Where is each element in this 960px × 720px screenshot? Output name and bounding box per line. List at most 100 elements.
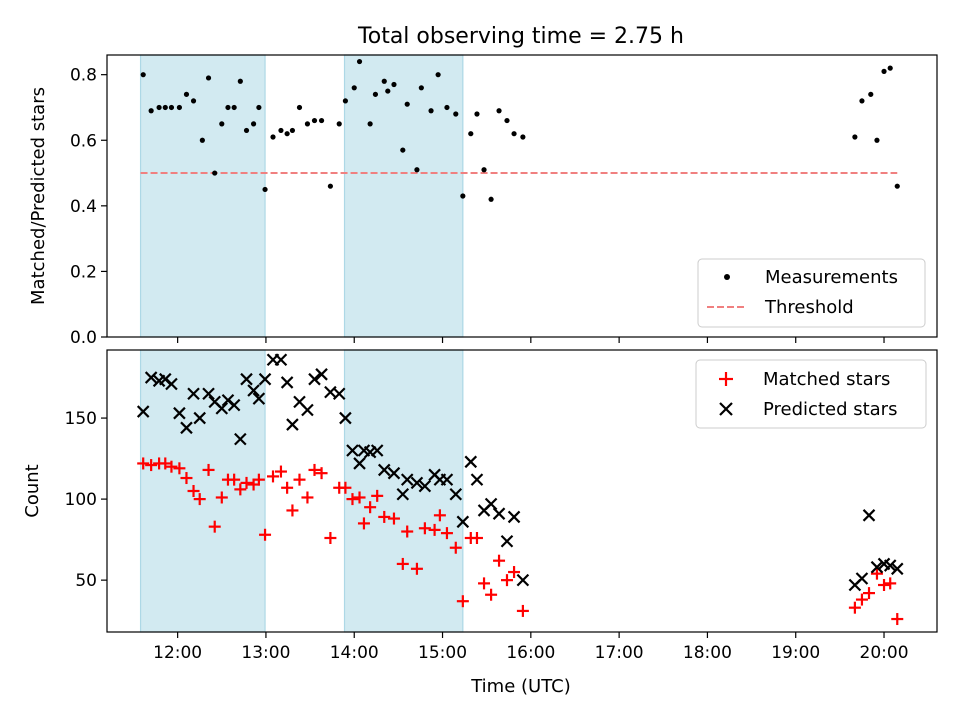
predicted-stars-point [500, 534, 514, 548]
bottom-series-predicted-stars [136, 353, 904, 592]
measurements-point [852, 134, 858, 140]
matched-stars-point [456, 595, 469, 608]
matched-stars-point [301, 491, 314, 504]
predicted-stars-point [308, 372, 321, 386]
measurements-point [356, 58, 363, 65]
matched-stars-point [215, 491, 228, 504]
measurements-point [199, 137, 205, 143]
measurements-point [156, 104, 162, 111]
bottom-y-tick-label: 50 [75, 571, 97, 591]
top-series-measurements [140, 58, 900, 202]
bottom-x-tick-label: 19:00 [771, 643, 820, 663]
measurements-point [342, 98, 349, 104]
legend-matched-label: Matched stars [763, 369, 890, 390]
measurements-point [183, 91, 190, 97]
predicted-stars-point [193, 411, 206, 425]
legend-predicted-marker [719, 402, 733, 416]
matched-stars-point [428, 523, 441, 536]
predicted-stars-point [484, 497, 498, 511]
top-legend: Measurements Threshold [697, 258, 926, 328]
matched-stars-point [449, 541, 462, 554]
matched-stars-point [193, 493, 206, 506]
predicted-stars-point [492, 507, 506, 520]
measurements-point [311, 117, 318, 124]
matched-stars-point [516, 604, 529, 617]
predicted-stars-point [280, 376, 294, 389]
measurements-point [176, 104, 183, 111]
top-y-tick-label: 0.8 [70, 66, 97, 86]
predicted-stars-point [470, 473, 484, 486]
bottom-x-tick-label: 18:00 [683, 643, 732, 663]
predicted-stars-point [464, 455, 478, 469]
legend-measurements-label: Measurements [765, 267, 898, 288]
predicted-stars-point [339, 411, 352, 425]
bottom-shaded-interval-1 [139, 349, 266, 633]
measurements-point [289, 127, 296, 134]
predicted-stars-point [370, 444, 384, 457]
legend-threshold-label: Threshold [764, 297, 854, 318]
measurements-point [327, 183, 333, 189]
measurements-point [859, 98, 865, 104]
measurements-point [278, 127, 284, 134]
matched-stars-point [187, 485, 200, 497]
matched-stars-point [493, 554, 506, 567]
measurements-point [874, 137, 880, 143]
matched-stars-point [274, 465, 287, 478]
bottom-legend-box [695, 359, 927, 429]
measurements-point [372, 91, 379, 97]
matched-stars-point [353, 491, 366, 504]
predicted-stars-point [215, 402, 229, 415]
measurements-point [400, 147, 406, 153]
measurements-point [367, 121, 373, 127]
predicted-stars-point [173, 406, 186, 420]
matched-stars-point [401, 525, 414, 538]
predicted-stars-point [252, 392, 266, 405]
predicted-stars-point [418, 479, 432, 493]
measurements-point [385, 88, 391, 94]
matched-stars-point [884, 577, 897, 590]
measurements-point [868, 91, 874, 97]
measurements-point [444, 104, 450, 111]
x-axis-label: Time (UTC) [470, 676, 571, 697]
predicted-stars-point [315, 368, 328, 381]
matched-stars-point [259, 528, 272, 541]
measurements-point [256, 104, 262, 111]
matched-stars-point [208, 520, 221, 533]
measurements-point [190, 98, 197, 104]
measurements-point [496, 108, 502, 114]
measurements-point [168, 104, 175, 111]
measurements-point [250, 121, 257, 127]
matched-stars-point [870, 567, 883, 580]
matched-stars-point [234, 483, 247, 496]
legend-matched-marker [719, 372, 733, 386]
measurements-point [284, 131, 290, 137]
matched-stars-point [173, 462, 186, 475]
matched-stars-point [418, 522, 431, 535]
matched-stars-point [855, 593, 868, 606]
measurements-point [225, 104, 231, 111]
measurements-point [262, 186, 268, 193]
predicted-stars-point [400, 473, 414, 486]
matched-stars-point [848, 601, 861, 614]
predicted-stars-point [507, 510, 521, 524]
chart-title: Total observing time = 2.75 h [357, 24, 684, 49]
measurements-point [231, 104, 237, 111]
matched-stars-point [228, 473, 241, 486]
measurements-point [336, 121, 342, 127]
matched-stars-point [378, 510, 391, 523]
measurements-point [881, 68, 887, 74]
measurements-point [237, 78, 243, 84]
top-y-tick-label: 0.4 [70, 197, 97, 217]
predicted-stars-point [456, 515, 470, 529]
bottom-y-axis-label: Count [22, 464, 43, 517]
matched-stars-point [202, 463, 215, 476]
bottom-y-tick-label: 100 [65, 490, 97, 510]
matched-stars-point [470, 532, 483, 544]
bottom-x-tick-label: 15:00 [418, 643, 467, 663]
bottom-y-tick-label: 150 [65, 409, 97, 429]
predicted-stars-point [301, 403, 314, 417]
matched-stars-point [339, 481, 352, 494]
predicted-stars-point [862, 509, 876, 522]
predicted-stars-point [377, 463, 391, 477]
matched-stars-point [878, 579, 891, 591]
